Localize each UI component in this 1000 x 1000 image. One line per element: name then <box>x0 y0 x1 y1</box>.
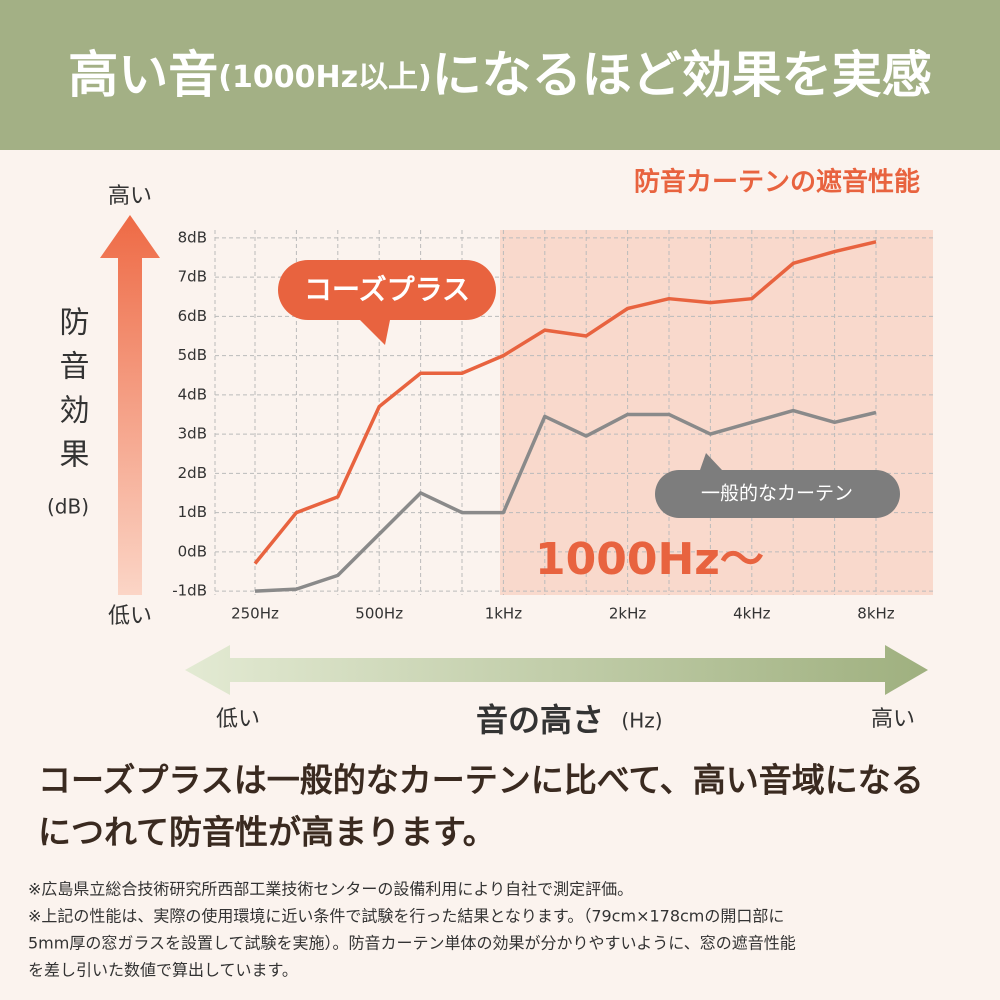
x-high: 高い <box>871 707 915 732</box>
x-arrow <box>185 645 928 695</box>
note: 5mm厚の窓ガラスを設置して試験を実施）。防音カーテン単体の効果が分かりやすいよ… <box>28 934 796 953</box>
y-low: 低い <box>108 604 152 629</box>
y-tick-label: 5dB <box>178 346 207 364</box>
y-arrow <box>100 215 160 595</box>
y-tick-label: 6dB <box>178 307 207 325</box>
y-label: 防音効果 <box>54 306 89 482</box>
y-tick-label: 4dB <box>178 385 207 403</box>
header-title: 高い音(1000Hz以上)になるほど効果を実感 <box>68 46 932 104</box>
x-unit: (Hz) <box>621 709 662 733</box>
series-line <box>254 408 877 593</box>
series-line <box>253 240 877 565</box>
note: ※上記の性能は、実際の使用環境に近い条件で試験を行った結果となります。（79cm… <box>28 907 784 926</box>
x-tick-label: 8kHz <box>857 605 895 623</box>
header-bg <box>0 0 1000 150</box>
body-line: コーズプラスは一般的なカーテンに比べて、高い音域になる <box>38 761 924 800</box>
annotation: 1000Hz〜 <box>535 534 764 585</box>
y-tick-label: 7dB <box>178 268 207 286</box>
y-unit: (dB) <box>47 495 89 519</box>
x-tick-label: 250Hz <box>231 605 279 623</box>
y-tick-label: 3dB <box>178 425 207 443</box>
legend-label: 一般的なカーテン <box>701 483 853 505</box>
x-tick-label: 500Hz <box>355 605 403 623</box>
callout-orange <box>278 260 496 345</box>
body-line: につれて防音性が高まります。 <box>38 813 496 852</box>
note: を差し引いた数値で算出しています。 <box>28 961 298 980</box>
x-tick-label: 2kHz <box>609 605 647 623</box>
x-tick-label: 4kHz <box>733 605 771 623</box>
x-low: 低い <box>216 707 260 732</box>
y-tick-label: 0dB <box>178 542 207 560</box>
legend-label: コーズプラス <box>304 273 470 306</box>
y-tick-label: 8dB <box>178 228 207 246</box>
callout-gray <box>655 453 900 518</box>
note: ※広島県立総合技術研究所西部工業技術センターの設備利用により自社で測定評価。 <box>28 880 633 899</box>
y-tick-label: 1dB <box>178 503 207 521</box>
chart-title: 防音カーテンの遮音性能 <box>634 167 920 198</box>
x-tick-label: 1kHz <box>485 605 523 623</box>
x-label: 音の高さ <box>476 701 604 739</box>
title-part: になるほど効果を実感 <box>432 46 932 104</box>
highlight-region <box>500 230 933 595</box>
y-high: 高い <box>108 184 152 209</box>
title-part: 高い音 <box>68 46 218 104</box>
y-tick-label: -1dB <box>172 582 207 600</box>
y-tick-label: 2dB <box>178 464 207 482</box>
title-part: (1000Hz以上) <box>218 60 432 95</box>
